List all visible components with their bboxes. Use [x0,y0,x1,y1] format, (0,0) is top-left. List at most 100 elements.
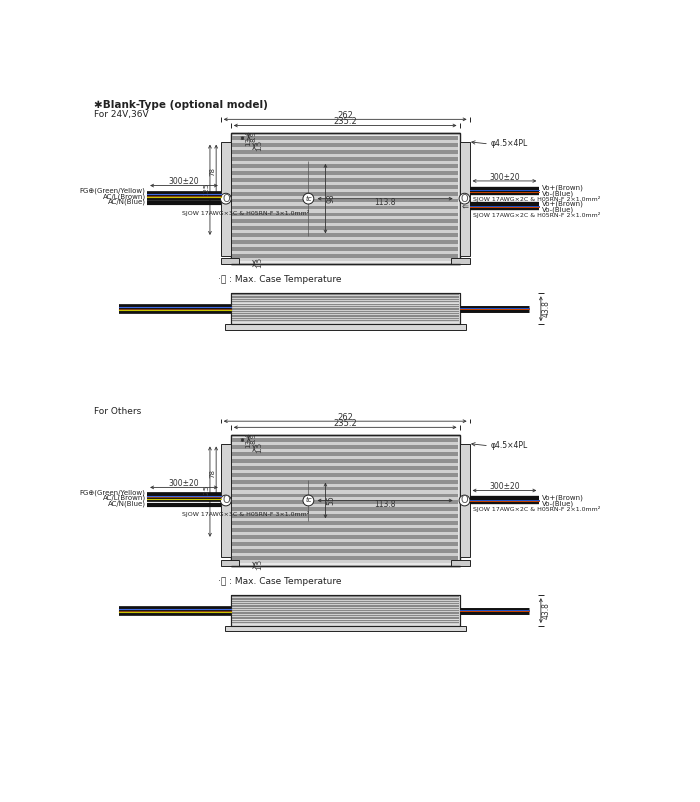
Text: φ4.5×4PL: φ4.5×4PL [491,140,528,148]
Bar [232,532,458,535]
Text: AC/N(Blue): AC/N(Blue) [108,198,146,205]
Bar [232,168,458,171]
Text: tc: tc [305,497,312,504]
Bar [232,192,458,196]
Bar [232,297,458,298]
Bar [232,171,458,175]
Bar [232,491,458,493]
Bar [232,184,458,188]
Text: 98: 98 [326,194,335,204]
Text: O: O [222,496,230,505]
Text: AC/N(Blue): AC/N(Blue) [108,500,146,507]
Text: 1.5: 1.5 [256,140,262,151]
Bar [232,480,458,484]
Text: AC/L(Brown): AC/L(Brown) [102,193,146,200]
Bar [232,202,458,205]
Bar [232,251,458,254]
Bar [232,157,458,161]
Text: 13.4: 13.4 [245,131,251,146]
Bar [232,150,458,154]
Bar [232,241,458,244]
Bar [231,133,459,264]
Bar [232,254,458,258]
Text: SJOW 17AWG×3C & H05RN-F 3×1.0mm²: SJOW 17AWG×3C & H05RN-F 3×1.0mm² [182,209,309,216]
Bar [232,315,458,317]
Bar [225,324,466,330]
Bar [232,596,458,597]
Text: ✱Blank-Type (optional model): ✱Blank-Type (optional model) [94,100,267,111]
Text: 300±20: 300±20 [169,177,199,186]
Bar [232,220,458,223]
Bar [232,317,458,318]
Bar [232,470,458,472]
Text: 235.2: 235.2 [333,117,357,126]
Bar [232,295,458,296]
Text: 262: 262 [337,111,353,120]
Bar [232,535,458,539]
Bar [232,546,458,549]
Bar [232,459,458,463]
Bar [232,303,458,305]
Bar [232,320,458,322]
Bar [232,196,458,199]
Text: O: O [461,193,468,204]
Bar [232,606,458,608]
Bar [232,497,458,500]
Text: SJOW 17AWG×2C & H05RN-F 2×1.0mm²: SJOW 17AWG×2C & H05RN-F 2×1.0mm² [473,506,601,512]
Bar [232,600,458,601]
Bar [232,161,458,164]
Bar [232,602,458,603]
Bar [232,147,458,150]
Bar [232,508,458,511]
Text: 113.8: 113.8 [374,198,396,207]
Bar [232,463,458,466]
Bar [232,504,458,508]
Bar [232,623,458,624]
Bar [232,493,458,497]
Text: 125: 125 [203,485,209,498]
Text: 1.5: 1.5 [256,558,262,569]
Bar [232,542,458,546]
Text: FG⊕(Green/Yellow): FG⊕(Green/Yellow) [80,188,146,194]
Bar [232,511,458,514]
Text: O: O [222,193,230,204]
Bar [232,521,458,525]
Bar [232,603,458,605]
Bar [231,595,459,626]
Text: 300±20: 300±20 [489,482,520,491]
Bar [232,539,458,542]
Text: Vo+(Brown): Vo+(Brown) [542,200,584,207]
Bar [232,226,458,230]
Bar [232,620,458,621]
Circle shape [303,193,314,204]
Bar [232,237,458,241]
Text: SJOW 17AWG×2C & H05RN-F 2×1.0mm²: SJOW 17AWG×2C & H05RN-F 2×1.0mm² [473,196,601,202]
Bar [232,456,458,459]
Text: 113.8: 113.8 [374,500,396,508]
Text: Vo-(Blue): Vo-(Blue) [542,191,574,197]
Text: Vo+(Brown): Vo+(Brown) [542,494,584,500]
Bar [459,142,470,256]
Text: 235.2: 235.2 [333,419,357,428]
Bar [232,217,458,220]
Bar [231,595,459,626]
Bar [232,244,458,247]
Bar [232,610,458,611]
Text: O: O [461,496,468,505]
Bar [232,613,458,614]
Bar [232,601,458,602]
Bar [232,611,458,613]
Bar [459,444,470,557]
Bar [232,605,458,606]
Bar [232,621,458,622]
Bar [232,164,458,168]
Text: ⇐: ⇐ [462,202,469,211]
Text: 125: 125 [203,183,209,196]
Text: SJOW 17AWG×3C & H05RN-F 3×1.0mm²: SJOW 17AWG×3C & H05RN-F 3×1.0mm² [182,512,309,517]
Text: 8.9: 8.9 [251,131,256,142]
Bar [232,154,458,157]
Bar [232,518,458,521]
Bar [231,294,459,324]
Bar [232,314,458,315]
Bar [232,452,458,456]
